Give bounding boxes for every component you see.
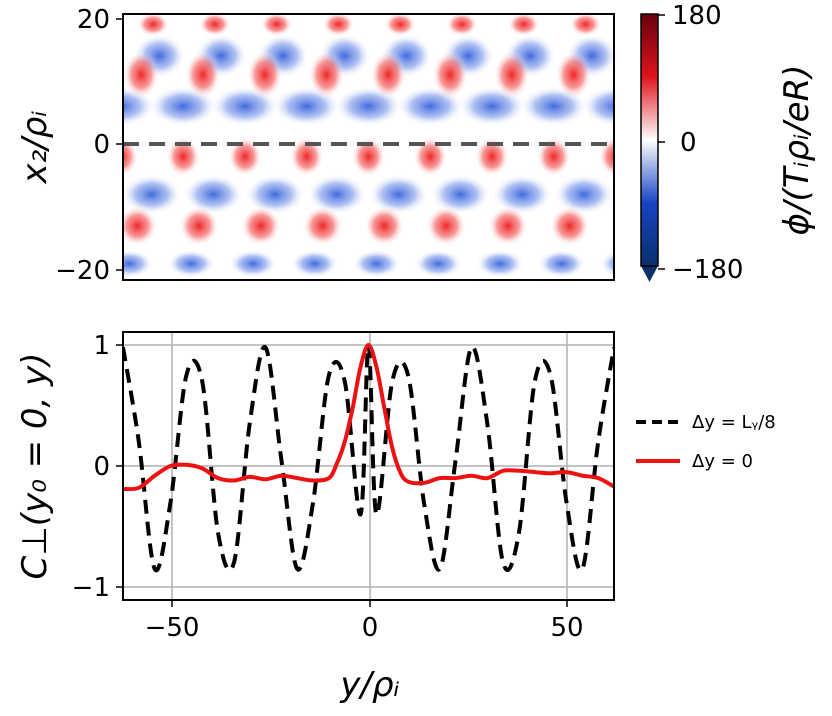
heatmap-ytick-label: −20 (55, 256, 110, 286)
heatmap-blue-cell (183, 174, 244, 215)
line-xtick-label: 50 (550, 613, 583, 643)
heatmap-red-cell (308, 50, 345, 99)
series-layer (123, 343, 614, 573)
heatmap-red-cell (351, 136, 386, 177)
heatmap-blue-cell (581, 86, 614, 127)
line-y-axis: 1 0 −1 C⊥(y₀ = 0, y) (15, 331, 123, 603)
heatmap-red-cell (370, 50, 407, 99)
heatmap-red-cell (123, 50, 160, 99)
heatmap-red-cell (322, 14, 355, 37)
heatmap-blue-cell (599, 250, 614, 277)
heatmap-y-axis: 20 0 −20 x₂/ρᵢ (15, 5, 123, 286)
line-ytick-label: 1 (93, 331, 110, 361)
heatmap-red-cell (302, 205, 343, 246)
heatmap-red-cell (123, 205, 158, 246)
heatmap-red-cell (166, 136, 201, 177)
heatmap-blue-cell (553, 174, 614, 215)
heatmap-red-cell (426, 205, 467, 246)
heatmap-red-cell (289, 136, 324, 177)
line-xtick-label: −50 (145, 613, 200, 643)
heatmap-red-cell (260, 14, 293, 37)
heatmap-red-cell (598, 136, 614, 177)
colorbar-tick-label: 180 (672, 1, 722, 31)
legend: Δy = Lᵧ/8 Δy = 0 (636, 412, 776, 472)
line-ytick-label: −1 (72, 573, 110, 603)
heatmap-blue-cell (167, 249, 216, 278)
heatmap-red-cell (364, 205, 405, 246)
heatmap-blue-cell (123, 174, 182, 215)
heatmap-panel: 20 0 −20 x₂/ρᵢ (10, 5, 715, 286)
line-panel: 1 0 −1 C⊥(y₀ = 0, y) −50 0 50 y/ρᵢ Δy = … (15, 331, 776, 705)
heatmap-red-cell (475, 136, 509, 177)
heatmap-red-cell (507, 14, 540, 37)
heatmap-frame (122, 13, 615, 281)
heatmap-red-cell (432, 50, 469, 99)
series-line-solid (123, 343, 614, 492)
line-x-axis: −50 0 50 y/ρᵢ (145, 600, 584, 705)
line-xlabel: y/ρᵢ (339, 665, 399, 705)
colorbar-frame (640, 13, 659, 267)
heatmap-red-cell (487, 205, 528, 246)
colorbar-tick-label: 0 (680, 128, 697, 158)
heatmap-red-cell (137, 14, 170, 37)
heatmap-red-cell (56, 206, 96, 246)
heatmap-blue-cell (123, 50, 124, 61)
line-ylabel: C⊥(y₀ = 0, y) (15, 352, 55, 579)
colorbar: 180 0 −180 ϕ/(Tᵢρᵢ/eR) (640, 1, 817, 285)
heatmap-ylabel: x₂/ρᵢ (15, 111, 55, 185)
heatmap-blue-cell (476, 249, 524, 278)
heatmap-red-cell (384, 14, 417, 37)
heatmap-red-cell (413, 136, 448, 177)
legend-label: Δy = 0 (692, 451, 753, 472)
heatmap-blue-cell (414, 249, 463, 278)
heatmap-blue-cell (306, 174, 367, 215)
heatmap-blue-cell (290, 249, 339, 278)
heatmap-red-cell (123, 136, 139, 177)
heatmap-blue-cell (368, 174, 429, 215)
heatmap-red-cell (549, 205, 590, 246)
heatmap-red-cell (555, 50, 592, 99)
heatmap-blue-cell (228, 249, 277, 278)
heatmap-field (10, 14, 715, 278)
heatmap-red-cell (228, 136, 262, 177)
heatmap-red-cell (185, 50, 221, 99)
heatmap-red-cell (61, 51, 97, 99)
legend-label: Δy = Lᵧ/8 (692, 412, 776, 433)
heatmap-blue-cell (430, 174, 491, 215)
heatmap-red-cell (179, 205, 219, 246)
heatmap-blue-cell (492, 174, 553, 215)
heatmap-blue-cell (123, 249, 154, 278)
colorbar-label: ϕ/(Tᵢρᵢ/eR) (777, 65, 817, 236)
heatmap-red-cell (673, 206, 713, 246)
heatmap-ytick-label: 20 (77, 5, 110, 35)
heatmap-ytick-label: 0 (93, 130, 110, 160)
heatmap-red-cell (493, 50, 530, 99)
line-ytick-label: 0 (93, 452, 110, 482)
heatmap-red-cell (198, 14, 231, 37)
heatmap-blue-cell (352, 249, 401, 278)
heatmap-red-cell (240, 205, 281, 246)
heatmap-blue-cell (10, 34, 62, 78)
colorbar-tick-label: −180 (672, 255, 743, 285)
heatmap-blue-cell (60, 174, 120, 214)
colorbar-gradient (641, 14, 658, 266)
heatmap-blue-cell (245, 174, 306, 215)
heatmap-red-cell (246, 50, 283, 99)
line-xtick-label: 0 (362, 613, 379, 643)
heatmap-red-cell (569, 14, 602, 37)
heatmap-red-cell (536, 136, 571, 177)
colorbar-extend-arrow (641, 266, 658, 282)
heatmap-blue-cell (537, 249, 586, 278)
heatmap-red-cell (679, 51, 715, 99)
heatmap-red-cell (445, 14, 478, 37)
